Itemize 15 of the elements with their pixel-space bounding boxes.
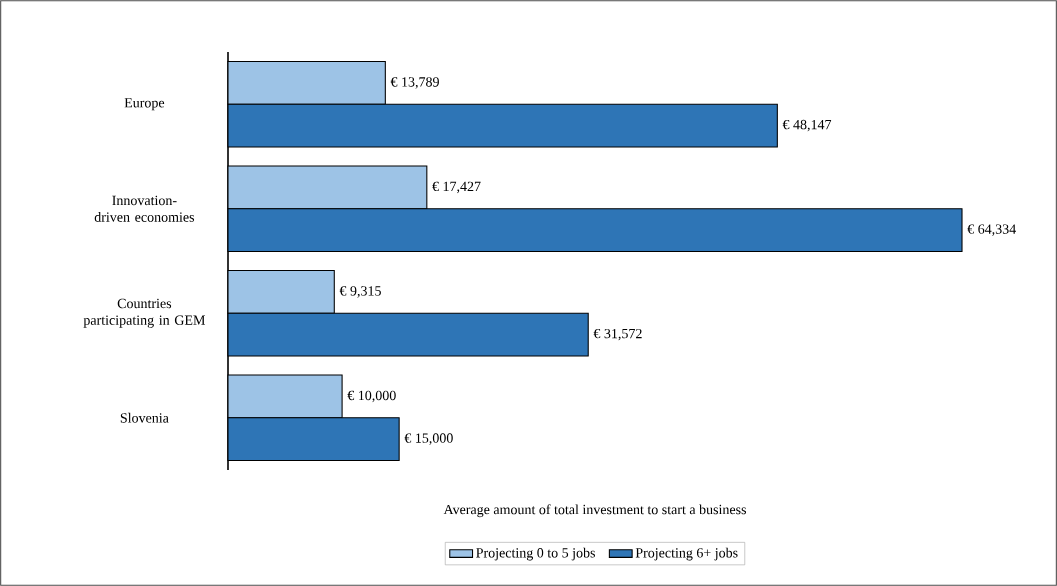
y-tick-label: Slovenia xyxy=(120,412,169,423)
data-label: € 15,000 xyxy=(404,433,453,445)
data-label: € 64,334 xyxy=(967,224,1016,236)
y-tick-label: Countries participating in GEM xyxy=(83,298,206,328)
data-label: € 10,000 xyxy=(347,390,396,403)
data-label: € 17,427 xyxy=(432,181,481,194)
data-label: € 48,147 xyxy=(782,119,832,132)
legend-label: Projecting 6+ jobs xyxy=(635,547,738,561)
y-tick-label: Innovation-driven economies xyxy=(94,195,195,222)
data-label: € 9,315 xyxy=(339,286,381,298)
y-tick-label: Europe xyxy=(124,98,165,111)
data-label: € 13,789 xyxy=(390,77,439,89)
legend-label: Projecting 0 to 5 jobs xyxy=(476,547,595,561)
data-label: € 31,572 xyxy=(593,328,642,341)
x-axis-title: Average amount of total investment to start a business xyxy=(443,504,747,518)
